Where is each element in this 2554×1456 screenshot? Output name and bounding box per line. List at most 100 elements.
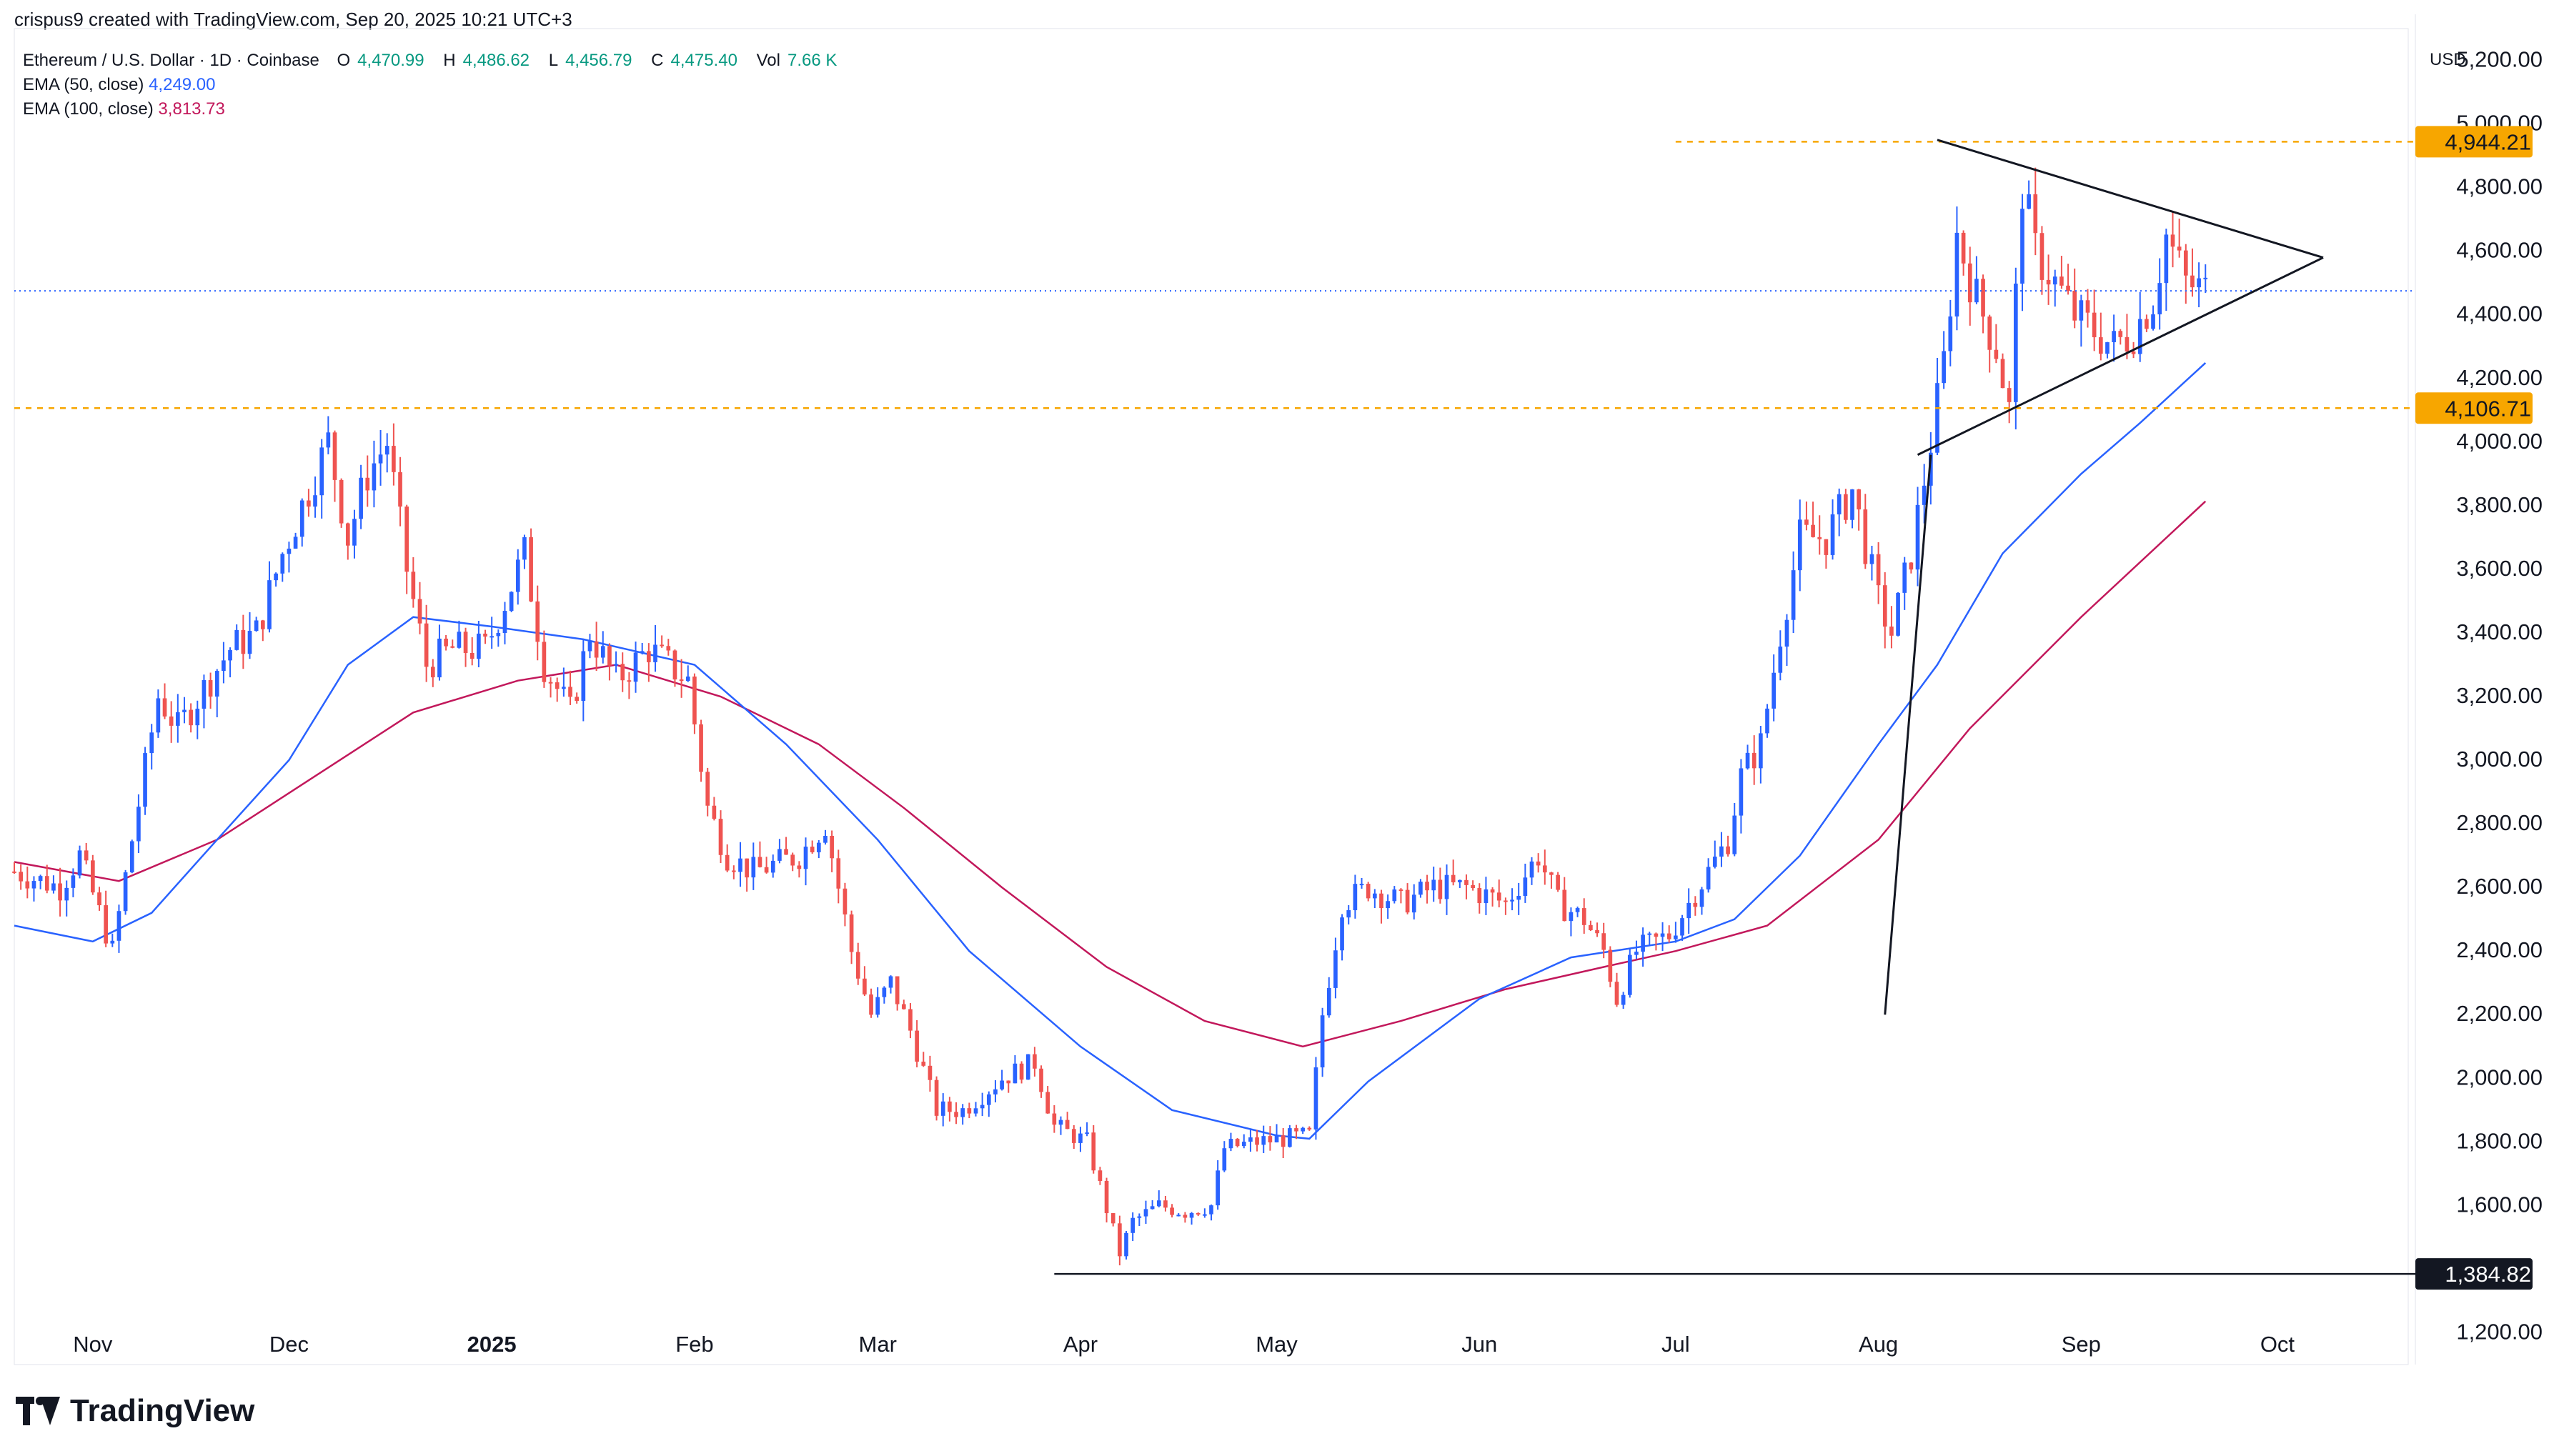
candle-body <box>973 1108 978 1114</box>
candle-body <box>2027 194 2031 209</box>
candle-body <box>19 872 23 882</box>
candle-body <box>1601 933 1606 950</box>
candle-body <box>940 1101 945 1116</box>
price-label-box <box>2415 1258 2533 1290</box>
candle-body <box>469 653 474 659</box>
candle-body <box>1340 917 1344 951</box>
candle-body <box>1320 1015 1325 1068</box>
candle-body <box>1274 1135 1279 1143</box>
candle-body <box>855 952 860 979</box>
candle-body <box>522 537 527 560</box>
candle-body <box>1902 562 1907 593</box>
candle-body <box>129 841 134 873</box>
candle-body <box>1248 1137 1253 1142</box>
candle-body <box>450 646 455 648</box>
candle-body <box>718 819 723 855</box>
candle-body <box>1542 865 1547 873</box>
low-price-label: 1,384.82 <box>2415 1258 2533 1290</box>
candle-body <box>1137 1216 1142 1218</box>
candle-body <box>1759 733 1763 769</box>
candle-body <box>542 642 547 682</box>
price-label-text: 1,384.82 <box>2445 1262 2531 1287</box>
y-tick-label: 4,600.00 <box>2456 238 2543 263</box>
candle-body <box>1967 263 1972 303</box>
candle-body <box>345 523 350 546</box>
candle-body <box>1516 895 1521 900</box>
candle-body <box>836 858 841 889</box>
candle-body <box>319 447 324 496</box>
candle-body <box>2145 319 2149 329</box>
candle-body <box>31 881 36 889</box>
candle-body <box>725 854 730 871</box>
candle-body <box>1961 232 1966 264</box>
candle-body <box>274 573 278 581</box>
candle-body <box>2197 278 2201 288</box>
candle-body <box>672 650 677 680</box>
candle-body <box>620 664 625 681</box>
candle-body <box>1000 1080 1004 1089</box>
candle-body <box>895 976 900 1004</box>
ema50-legend[interactable]: EMA (50, close) 4,249.00 <box>23 73 851 97</box>
candle-body <box>948 1101 952 1112</box>
candle-body <box>1660 933 1665 937</box>
y-tick-label: 2,800.00 <box>2456 810 2543 835</box>
price-label-text: 4,944.21 <box>2445 129 2531 154</box>
candle-body <box>2112 331 2116 343</box>
candle-body <box>1411 894 1416 913</box>
tradingview-brand[interactable]: TradingView <box>16 1393 254 1429</box>
candle-body <box>234 629 239 650</box>
symbol-title[interactable]: Ethereum / U.S. Dollar · 1D · Coinbase <box>23 51 319 70</box>
candle-body <box>1163 1200 1168 1208</box>
candle-body <box>123 872 128 912</box>
candle-body <box>149 732 154 754</box>
candle-body <box>751 857 756 878</box>
candle-body <box>1830 514 1835 555</box>
candle-body <box>1647 933 1652 935</box>
candle-body <box>1857 489 1861 510</box>
candle-body <box>2033 194 2038 234</box>
candle-body <box>2046 279 2051 285</box>
x-tick-label: Dec <box>269 1332 309 1357</box>
y-tick-label: 3,000.00 <box>2456 747 2543 772</box>
candle-body <box>1634 952 1639 955</box>
candle-body <box>2105 342 2110 354</box>
candle-body <box>1189 1213 1194 1218</box>
y-tick-label: 1,200.00 <box>2456 1319 2543 1344</box>
candle-body <box>960 1108 965 1117</box>
candle-body <box>2052 276 2057 285</box>
candle-body <box>1425 882 1429 891</box>
candle-body <box>202 679 207 709</box>
candle-body <box>849 914 854 952</box>
candle-body <box>1869 554 1874 564</box>
candle-body <box>1313 1067 1318 1130</box>
candle-body <box>2164 234 2169 284</box>
candle-body <box>1549 872 1554 875</box>
candle-body <box>1058 1120 1063 1125</box>
candle-body <box>463 632 468 654</box>
candle-body <box>882 987 887 997</box>
ema100-legend[interactable]: EMA (100, close) 3,813.73 <box>23 97 851 121</box>
candle-body <box>581 651 586 702</box>
candle-body <box>1994 349 1999 359</box>
candle-body <box>1928 452 1933 486</box>
currency-label[interactable]: USD <box>2430 50 2466 69</box>
candle-body <box>1294 1128 1298 1132</box>
candle-body <box>1863 509 1868 564</box>
candle-body <box>647 651 651 662</box>
candle-body <box>1444 874 1449 899</box>
candle-body <box>875 997 880 1015</box>
candle-body <box>1674 935 1678 939</box>
candle-body <box>954 1112 958 1117</box>
candle-body <box>411 572 416 599</box>
candle-body <box>607 646 612 666</box>
y-tick-label: 3,200.00 <box>2456 683 2543 708</box>
candle-body <box>12 871 16 873</box>
candle-body <box>921 1062 926 1066</box>
candle-body <box>1333 950 1338 988</box>
ema50-line <box>14 361 2207 1140</box>
candle-body <box>1131 1217 1136 1233</box>
candle-body <box>1589 924 1593 930</box>
candle-body <box>699 724 703 772</box>
candle-body <box>280 554 285 574</box>
